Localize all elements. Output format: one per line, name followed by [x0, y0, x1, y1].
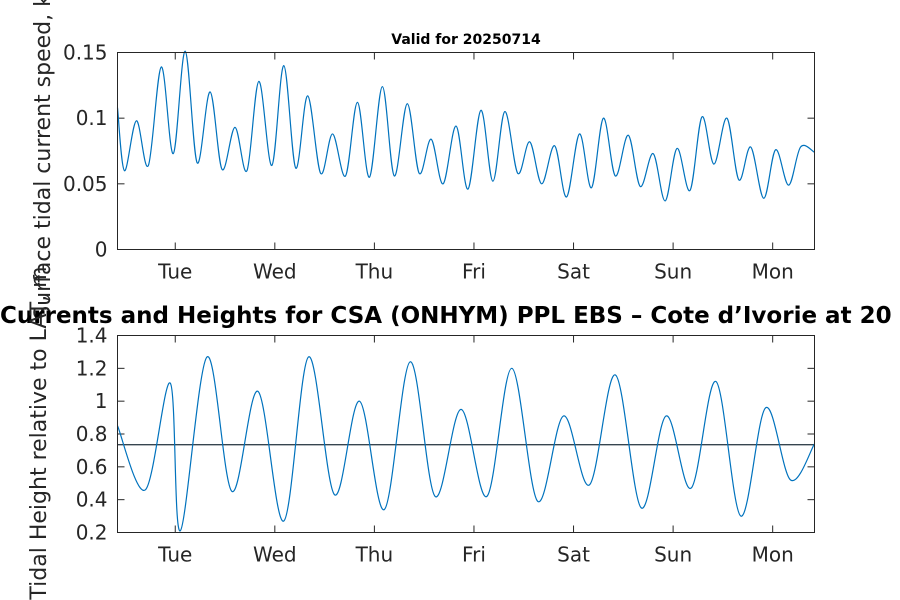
- top-axis-ticks: 0 0.05 0.1 0.15 Tue Wed Thu Fri Sat Sun Mon: [63, 41, 815, 284]
- bottom-ytick-label: 0.4: [76, 488, 108, 512]
- bottom-xtick-label: Mon: [752, 543, 794, 567]
- top-ytick-label: 0.05: [63, 172, 108, 196]
- top-xtick-label: Tue: [157, 260, 192, 284]
- top-ytick-label: 0.15: [63, 41, 108, 65]
- top-series-line: [116, 50, 815, 202]
- bottom-xtick-label: Tue: [157, 543, 192, 567]
- bottom-series-group: [116, 356, 816, 532]
- top-series-group: [116, 50, 815, 202]
- bottom-ytick-label: 0.8: [76, 422, 108, 446]
- bottom-xtick-label: Thu: [355, 543, 394, 567]
- bottom-ytick-label: 1.4: [76, 324, 108, 348]
- top-y-axis-label: Surface tidal current speed, kn: [31, 0, 56, 320]
- bottom-ytick-label: 0.2: [76, 521, 108, 545]
- bottom-xtick-label: Sun: [654, 543, 692, 567]
- top-xtick-label: Wed: [253, 260, 297, 284]
- bottom-ytick-label: 1.2: [76, 356, 108, 380]
- top-xtick-label: Fri: [462, 260, 486, 284]
- bottom-xtick-label: Wed: [253, 543, 297, 567]
- top-axes-box: [117, 52, 815, 250]
- bottom-ytick-label: 0.6: [76, 455, 108, 479]
- top-xtick-label: Sat: [557, 260, 590, 284]
- top-chart-title: Valid for 20250714: [391, 32, 541, 48]
- top-xtick-label: Thu: [355, 260, 394, 284]
- bottom-y-axis-label: Tidal Height relative to LAT, m: [27, 266, 52, 600]
- bottom-series-line: [116, 356, 816, 532]
- current-speed-panel: Valid for 20250714 Surface tidal current…: [31, 0, 815, 320]
- tidal-height-panel: Currents and Heights for CSA (ONHYM) PPL…: [0, 266, 892, 600]
- bottom-xtick-label: Sat: [557, 543, 590, 567]
- top-xtick-label: Mon: [752, 260, 794, 284]
- top-ytick-label: 0.1: [76, 106, 108, 130]
- bottom-axis-ticks: 0.2 0.4 0.6 0.8 1 1.2 1.4 Tue Wed Thu Fri Sat Sun Mon: [76, 324, 815, 567]
- bottom-xtick-label: Fri: [462, 543, 486, 567]
- top-xtick-label: Sun: [654, 260, 692, 284]
- bottom-ytick-label: 1: [95, 389, 108, 413]
- bottom-axes-box: [117, 335, 815, 533]
- top-ytick-label: 0: [95, 238, 108, 262]
- bottom-chart-title: Currents and Heights for CSA (ONHYM) PPL…: [0, 303, 892, 329]
